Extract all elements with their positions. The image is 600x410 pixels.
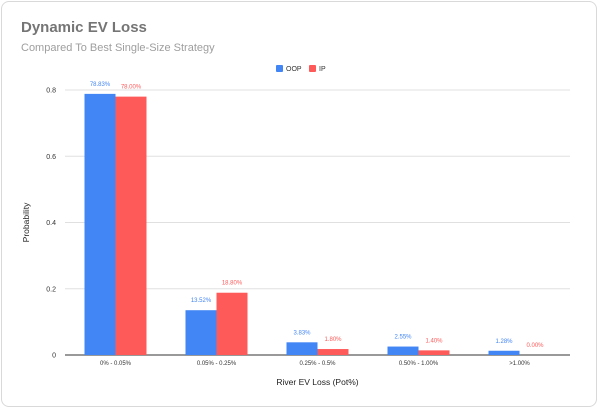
bar-ip <box>115 96 147 355</box>
y-axis-title: Probability <box>21 202 31 242</box>
bar-oop <box>387 346 419 355</box>
legend-swatch-ip <box>309 65 316 72</box>
bar-label-oop: 3.83% <box>293 330 311 336</box>
y-tick-label: 0.6 <box>46 154 56 161</box>
y-tick-label: 0 <box>52 353 56 360</box>
bar-label-ip: 0.00% <box>526 343 544 349</box>
bar-oop <box>488 350 520 355</box>
bar-ip <box>418 350 450 355</box>
x-tick-label: 0.25% - 0.5% <box>299 361 336 367</box>
bar-oop <box>185 310 217 355</box>
x-axis-title: River EV Loss (Pot%) <box>276 377 358 387</box>
bar-label-ip: 78.00% <box>121 85 142 91</box>
bar-ip <box>317 349 349 355</box>
bars <box>84 93 520 356</box>
bar-label-oop: 78.83% <box>90 82 111 88</box>
bar-oop <box>84 93 116 356</box>
legend: OOP IP <box>276 65 326 73</box>
legend-label-oop: OOP <box>286 66 302 73</box>
x-tick-label: 0% - 0.05% <box>100 361 132 367</box>
legend-swatch-oop <box>276 65 283 72</box>
chart-title: Dynamic EV Loss <box>21 19 147 36</box>
x-axis-ticks: 0% - 0.05% 0.05% - 0.25% 0.25% - 0.5% 0.50%… <box>100 361 530 367</box>
x-tick-label: 0.05% - 0.25% <box>197 361 237 367</box>
x-tick-label: >1.00% <box>509 361 530 367</box>
bar-label-oop: 13.52% <box>191 298 212 304</box>
x-tick-label: 0.50% - 1.00% <box>399 361 439 367</box>
bar-ip <box>216 292 248 355</box>
bar-oop <box>286 342 318 355</box>
gridlines <box>65 89 570 356</box>
bar-label-oop: 1.28% <box>495 339 513 345</box>
bar-data-labels: 78.83% 78.00% 13.52% 18.80% 3.83% 1.80% 2.55% 1… <box>90 82 544 349</box>
y-tick-label: 0.2 <box>46 286 56 293</box>
bar-label-ip: 1.80% <box>324 337 342 343</box>
y-tick-label: 0.8 <box>46 88 56 95</box>
y-axis-ticks: 0 0.2 0.4 0.6 0.8 <box>46 88 56 360</box>
y-tick-label: 0.4 <box>46 220 56 227</box>
legend-label-ip: IP <box>319 66 326 73</box>
bar-label-oop: 2.55% <box>394 335 412 341</box>
bar-label-ip: 1.40% <box>425 338 443 344</box>
chart-subtitle: Compared To Best Single-Size Strategy <box>21 42 215 54</box>
bar-label-ip: 18.80% <box>222 281 243 287</box>
